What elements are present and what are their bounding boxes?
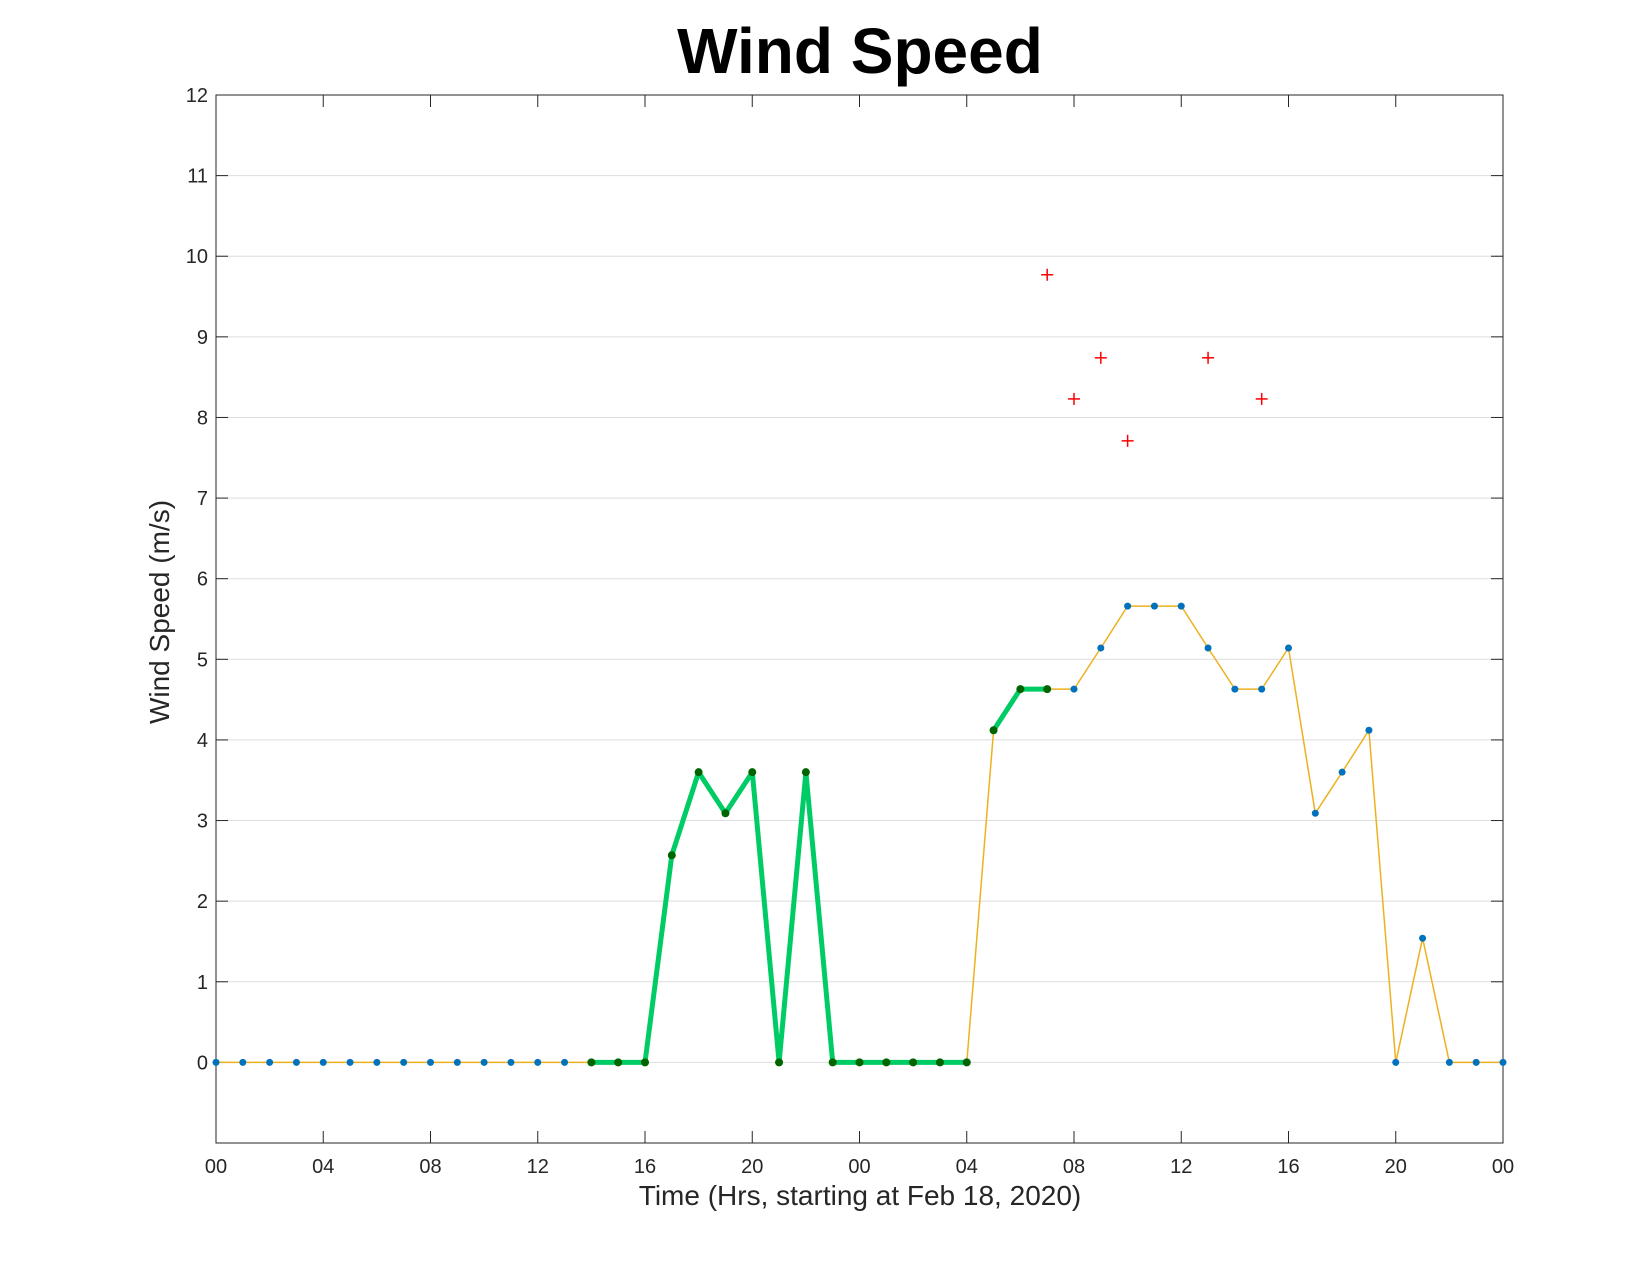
series-point (427, 1058, 434, 1066)
x-tick-label: 20 (1385, 1156, 1407, 1178)
series-point (1150, 602, 1158, 610)
series-point (561, 1058, 569, 1066)
y-tick-label: 1 (197, 972, 208, 994)
x-tick-label: 20 (741, 1156, 763, 1178)
series-point (1177, 602, 1185, 610)
x-tick-label: 12 (527, 1156, 549, 1178)
series-point-thick (909, 1058, 918, 1067)
series-point (1472, 1058, 1480, 1066)
series-point-thick (641, 1058, 649, 1067)
series-point (346, 1058, 354, 1066)
series-point (400, 1058, 408, 1066)
series-point (1419, 934, 1427, 942)
series-point-thick (1043, 685, 1052, 694)
chart-title: Wind Speed (677, 15, 1043, 87)
y-tick-label: 4 (197, 730, 208, 752)
plus-marker (1068, 392, 1080, 405)
y-tick-label: 3 (197, 811, 208, 833)
series-line-thin (216, 605, 1503, 1064)
series-point (1311, 809, 1319, 817)
series-point (1204, 644, 1212, 652)
y-axis-label: Wind Speed (m/s) (144, 499, 175, 725)
series-point (292, 1058, 300, 1066)
y-tick-label: 8 (197, 407, 208, 429)
series-point (1338, 768, 1346, 776)
y-tick-label: 10 (186, 246, 208, 268)
series-point (1445, 1058, 1453, 1066)
x-tick-label: 04 (956, 1156, 978, 1178)
series-point-thick (801, 768, 810, 777)
series-point-thick (855, 1058, 864, 1067)
series-point-thick (962, 1058, 971, 1067)
series-point (212, 1058, 220, 1066)
series-point (507, 1058, 515, 1066)
series-line-thick (991, 686, 1050, 733)
series-point (1365, 726, 1373, 734)
series-point-thick (882, 1058, 891, 1067)
x-tick-label: 04 (312, 1156, 334, 1178)
series-point-thick (828, 1058, 837, 1067)
plus-marker (1041, 268, 1054, 281)
series-point-thick (935, 1058, 944, 1067)
series-point (1285, 644, 1292, 652)
plus-marker (1094, 351, 1107, 364)
series-point-thick (587, 1058, 596, 1067)
x-tick-label: 00 (205, 1156, 227, 1178)
y-tick-label: 12 (186, 85, 208, 107)
series-point (480, 1058, 488, 1066)
series-point-thick (614, 1058, 623, 1067)
series-point (1124, 602, 1132, 610)
y-tick-label: 11 (187, 166, 208, 188)
x-tick-label: 08 (419, 1156, 441, 1178)
series-point-thick (1016, 685, 1025, 694)
plot-frame (215, 94, 1504, 1144)
series-point-thick (775, 1058, 784, 1067)
y-tick-label: 9 (197, 327, 208, 349)
series-point-thick (989, 726, 998, 735)
series-point (1231, 685, 1239, 693)
x-tick-label: 00 (1492, 1156, 1514, 1178)
plus-marker (1121, 434, 1134, 447)
series-point (1392, 1058, 1400, 1066)
series-line-thick (588, 769, 970, 1065)
series-point-thick (694, 768, 703, 777)
series-point (534, 1058, 542, 1066)
series-point (1499, 1058, 1507, 1066)
series-point-thick (667, 851, 676, 860)
series-point-thick (721, 809, 730, 818)
x-tick-label: 16 (634, 1156, 656, 1178)
plus-marker (1202, 351, 1215, 364)
x-tick-label: 16 (1277, 1156, 1299, 1178)
x-tick-label: 08 (1063, 1156, 1085, 1178)
series-point (266, 1058, 274, 1066)
series-point (319, 1058, 327, 1066)
series-point-thick (748, 768, 757, 777)
series-point (453, 1058, 461, 1066)
plus-marker (1255, 392, 1268, 405)
y-tick-label: 7 (197, 488, 208, 510)
y-tick-label: 0 (197, 1052, 208, 1074)
x-tick-label: 12 (1170, 1156, 1192, 1178)
y-tick-label: 5 (197, 649, 208, 671)
x-tick-label: 00 (848, 1156, 870, 1178)
series-point (373, 1058, 381, 1066)
series-point (1070, 685, 1078, 693)
series-point (1097, 644, 1105, 652)
y-tick-label: 2 (197, 891, 208, 913)
x-axis-label: Time (Hrs, starting at Feb 18, 2020) (638, 1180, 1082, 1211)
y-tick-label: 6 (197, 569, 208, 591)
series-point (1258, 685, 1266, 693)
series-point (239, 1058, 247, 1066)
